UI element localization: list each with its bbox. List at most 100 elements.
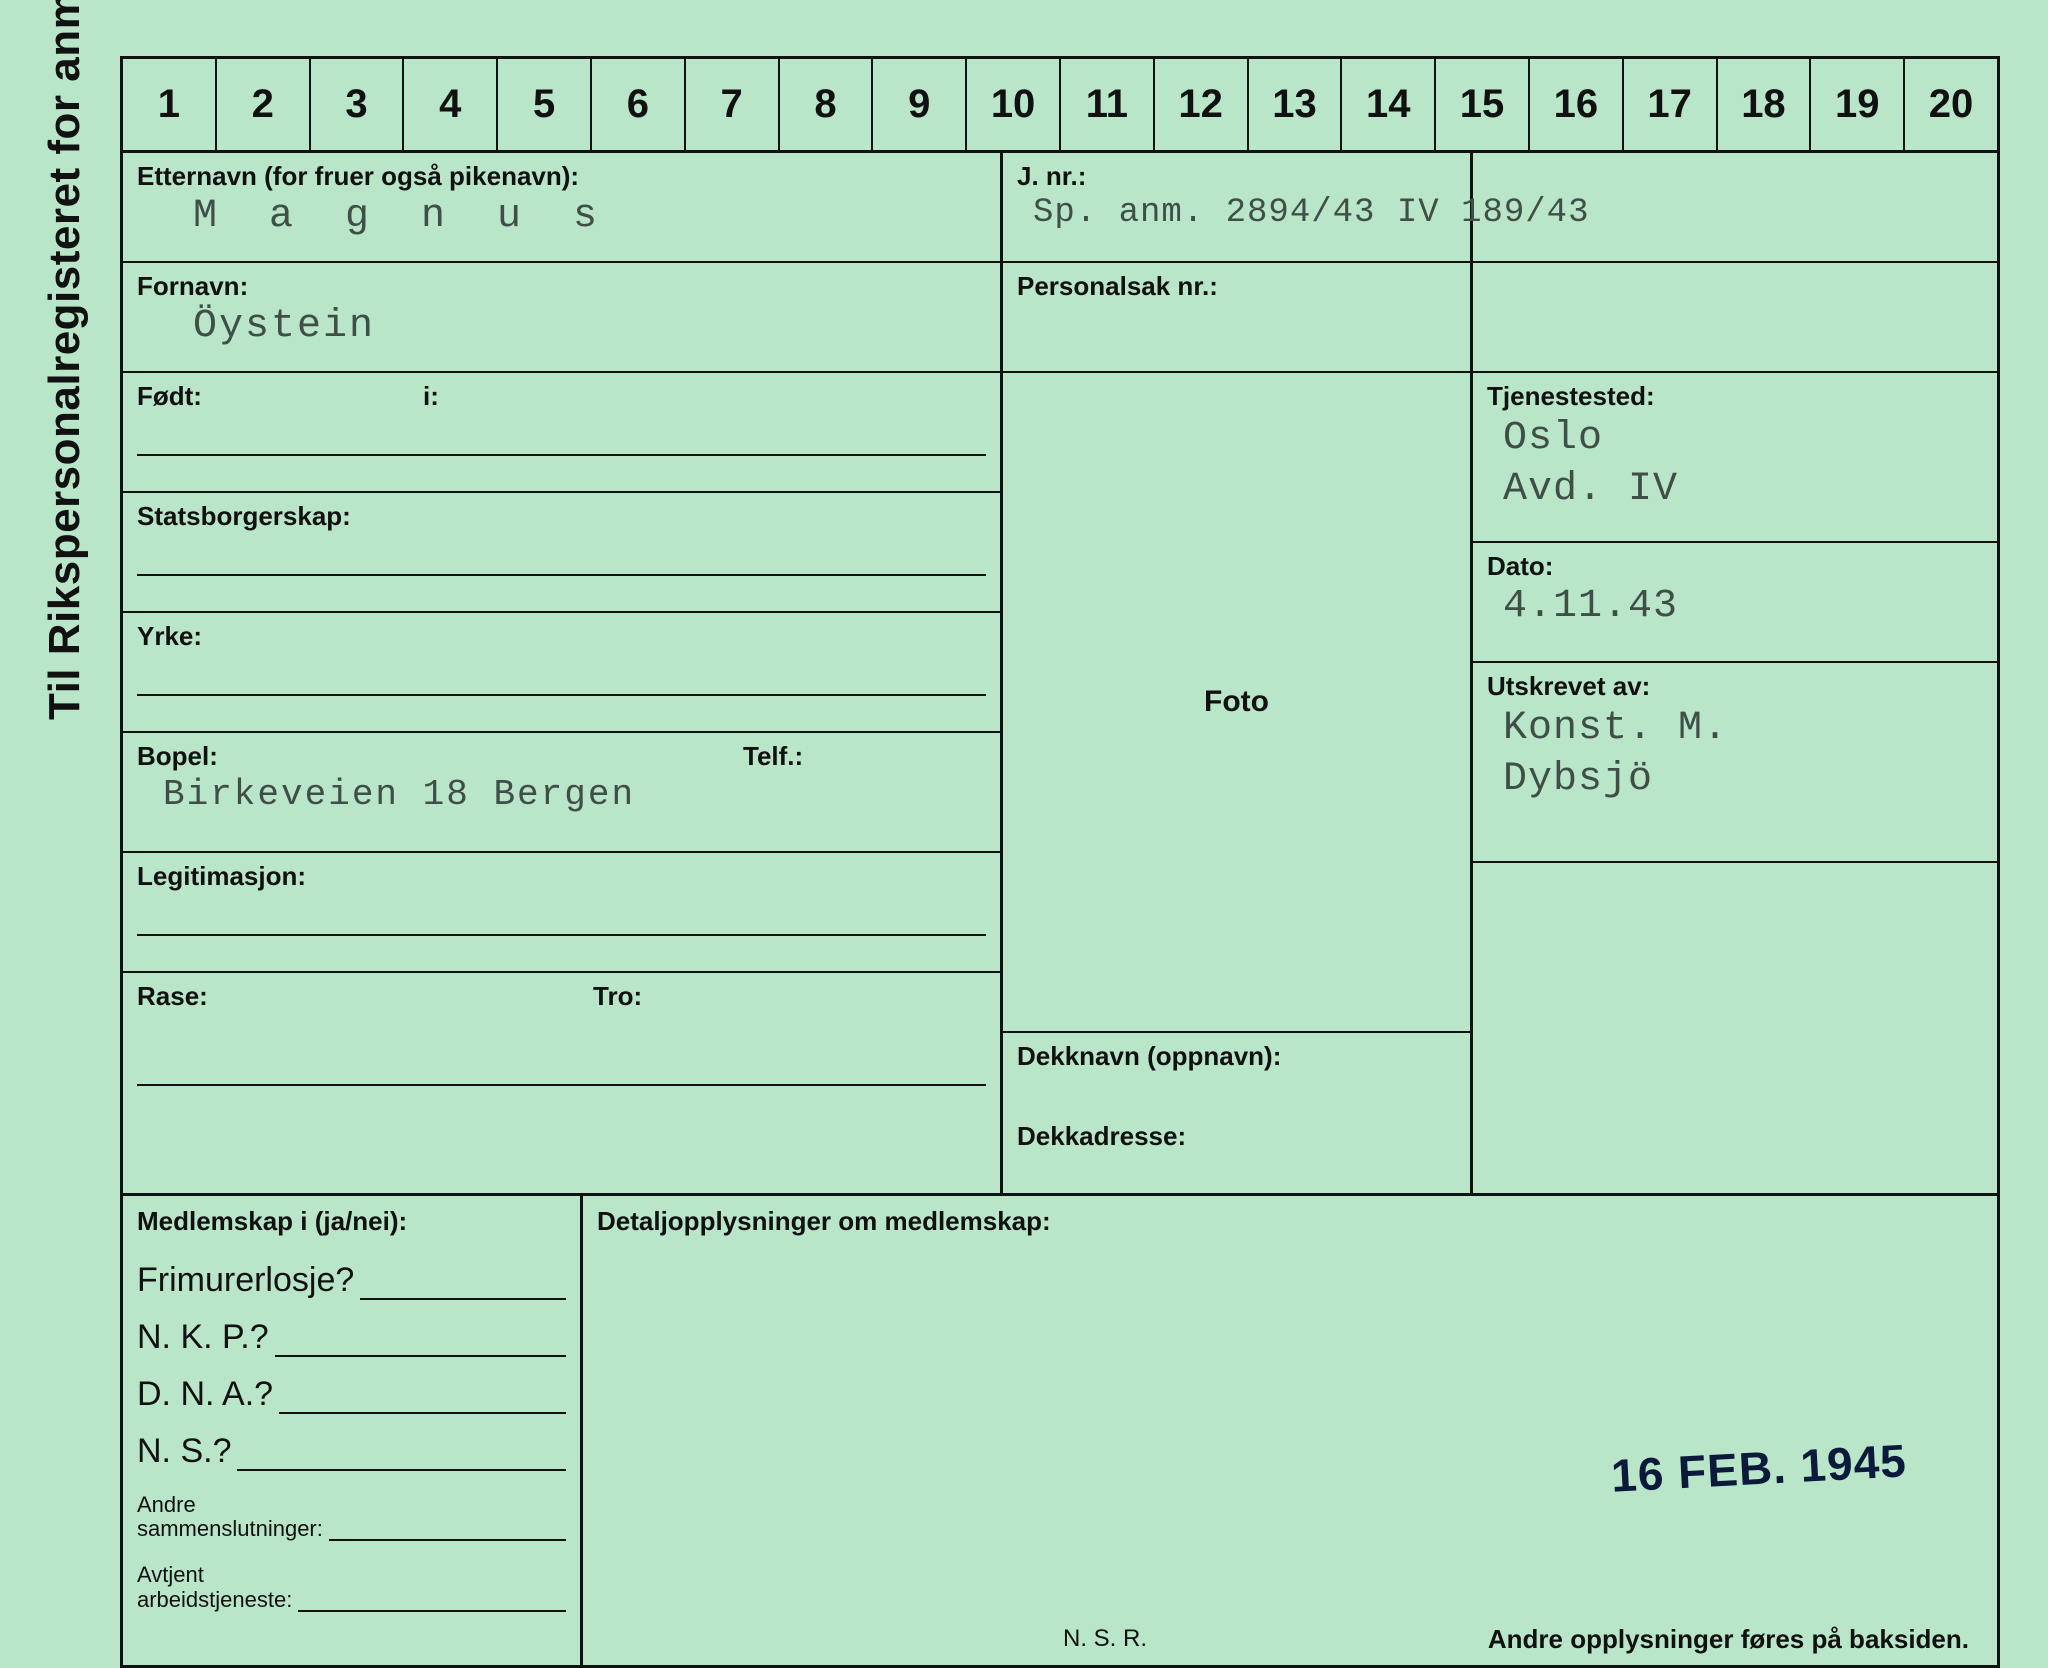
ruler-cell: 15 [1436,59,1530,150]
value-ns [237,1441,566,1471]
membership-column: Medlemskap i (ja/nei): Frimurerlosje? N.… [123,1196,583,1665]
membership-row: N. S.? [137,1432,566,1471]
ruler-cell: 6 [592,59,686,150]
value-fornavn: Öystein [123,302,1000,355]
vertical-title: Til Rikspersonalregisteret for anmeldte. [40,0,90,720]
value-dna [279,1384,566,1414]
membership-row: Avtjent arbeidstjeneste: [137,1563,566,1611]
field-etternavn: Etternavn (for fruer også pikenavn): M a… [123,153,1000,263]
field-utskrevet: Utskrevet av: Konst. M. Dybsjö [1473,663,1997,863]
label-fodt: Født: [123,373,1000,412]
value-rase-tro [137,1042,986,1086]
bottom-row: Medlemskap i (ja/nei): Frimurerlosje? N.… [123,1193,1997,1665]
ruler-cell: 4 [404,59,498,150]
left-column: Etternavn (for fruer også pikenavn): M a… [123,153,1003,1193]
label-etternavn: Etternavn (for fruer også pikenavn): [123,153,1000,192]
label-yrke: Yrke: [123,613,1000,652]
ruler-cell: 20 [1905,59,1997,150]
ruler-cell: 13 [1249,59,1343,150]
label-tjenestested: Tjenestested: [1473,373,1997,412]
label-rase: Rase: [123,973,1000,1012]
label-foto: Foto [1204,685,1269,719]
ruler-row: 1 2 3 4 5 6 7 8 9 10 11 12 13 14 15 16 1… [123,59,1997,153]
main-row: Etternavn (for fruer også pikenavn): M a… [123,153,1997,1193]
ruler-cell: 14 [1342,59,1436,150]
ruler-cell: 17 [1624,59,1718,150]
value-fodt [137,412,986,456]
ruler-cell: 8 [780,59,874,150]
value-frimurer [360,1270,566,1300]
ruler-cell: 11 [1061,59,1155,150]
right-empty [1473,863,1997,1193]
right-spacer-2 [1473,263,1997,373]
ruler-cell: 2 [217,59,311,150]
field-jnr: J. nr.: Sp. anm. 2894/43 IV 189/43 [1003,153,1470,263]
value-tjenestested-2: Avd. IV [1473,467,1997,518]
ruler-cell: 5 [498,59,592,150]
footer-note: Andre opplysninger føres på baksiden. [1488,1624,1969,1655]
label-jnr: J. nr.: [1003,153,1470,192]
field-yrke: Yrke: [123,613,1000,733]
label-dato: Dato: [1473,543,1997,582]
value-bopel: Birkeveien 18 Bergen [123,772,1000,821]
label-ns: N. S.? [137,1432,237,1471]
ruler-cell: 7 [686,59,780,150]
ruler-cell: 19 [1811,59,1905,150]
mid-column: J. nr.: Sp. anm. 2894/43 IV 189/43 Perso… [1003,153,1473,1193]
value-etternavn: M a g n u s [123,192,1000,245]
label-dekkadresse: Dekkadresse: [1003,1113,1470,1152]
field-bopel: Bopel: Telf.: Birkeveien 18 Bergen [123,733,1000,853]
ruler-cell: 9 [873,59,967,150]
ruler-cell: 1 [123,59,217,150]
label-avtjent: Avtjent arbeidstjeneste: [137,1563,298,1611]
card-page: Til Rikspersonalregisteret for anmeldte.… [0,0,2048,1471]
field-fornavn: Fornavn: Öystein [123,263,1000,373]
label-fornavn: Fornavn: [123,263,1000,302]
label-utskrevet: Utskrevet av: [1473,663,1997,702]
right-spacer-1 [1473,153,1997,263]
value-utskrevet-1: Konst. M. [1473,702,1997,757]
value-tjenestested-1: Oslo [1473,412,1997,467]
nsr-mark: N. S. R. [1063,1625,1147,1653]
value-statsborgerskap [137,532,986,576]
label-tro: Tro: [593,981,642,1012]
right-column: Tjenestested: Oslo Avd. IV Dato: 4.11.43… [1473,153,1997,1193]
value-utskrevet-2: Dybsjö [1473,757,1997,808]
label-frimurer: Frimurerlosje? [137,1261,360,1300]
membership-row: Andre sammenslutninger: [137,1493,566,1541]
field-dekkadresse: Dekkadresse: [1003,1113,1470,1193]
field-dato: Dato: 4.11.43 [1473,543,1997,663]
membership-row: D. N. A.? [137,1375,566,1414]
ruler-cell: 10 [967,59,1061,150]
photo-box: Foto [1003,373,1470,1033]
label-legitimasjon: Legitimasjon: [123,853,1000,892]
label-details-header: Detaljopplysninger om medlemskap: [597,1206,1983,1237]
label-psak: Personalsak nr.: [1003,263,1470,302]
value-nkp [275,1327,566,1357]
field-legitimasjon: Legitimasjon: [123,853,1000,973]
ruler-cell: 3 [311,59,405,150]
value-andre [329,1519,566,1541]
label-nkp: N. K. P.? [137,1318,275,1357]
label-andre: Andre sammenslutninger: [137,1493,329,1541]
label-membership-header: Medlemskap i (ja/nei): [137,1206,566,1243]
label-dekknavn: Dekknavn (oppnavn): [1003,1033,1470,1072]
label-dna: D. N. A.? [137,1375,279,1414]
label-fodt-i: i: [423,381,439,412]
label-statsborgerskap: Statsborgerskap: [123,493,1000,532]
value-yrke [137,652,986,696]
field-dekknavn: Dekknavn (oppnavn): [1003,1033,1470,1113]
membership-row: Frimurerlosje? [137,1261,566,1300]
value-avtjent [298,1590,566,1612]
field-tjenestested: Tjenestested: Oslo Avd. IV [1473,373,1997,543]
ruler-cell: 18 [1718,59,1812,150]
card-frame: 1 2 3 4 5 6 7 8 9 10 11 12 13 14 15 16 1… [120,56,2000,1668]
field-psak: Personalsak nr.: [1003,263,1470,373]
field-rase-tro: Rase: Tro: [123,973,1000,1193]
label-bopel: Bopel: [123,733,1000,772]
field-fodt: Født: i: [123,373,1000,493]
value-legitimasjon [137,892,986,936]
ruler-cell: 12 [1155,59,1249,150]
field-statsborgerskap: Statsborgerskap: [123,493,1000,613]
label-telf: Telf.: [743,741,803,772]
